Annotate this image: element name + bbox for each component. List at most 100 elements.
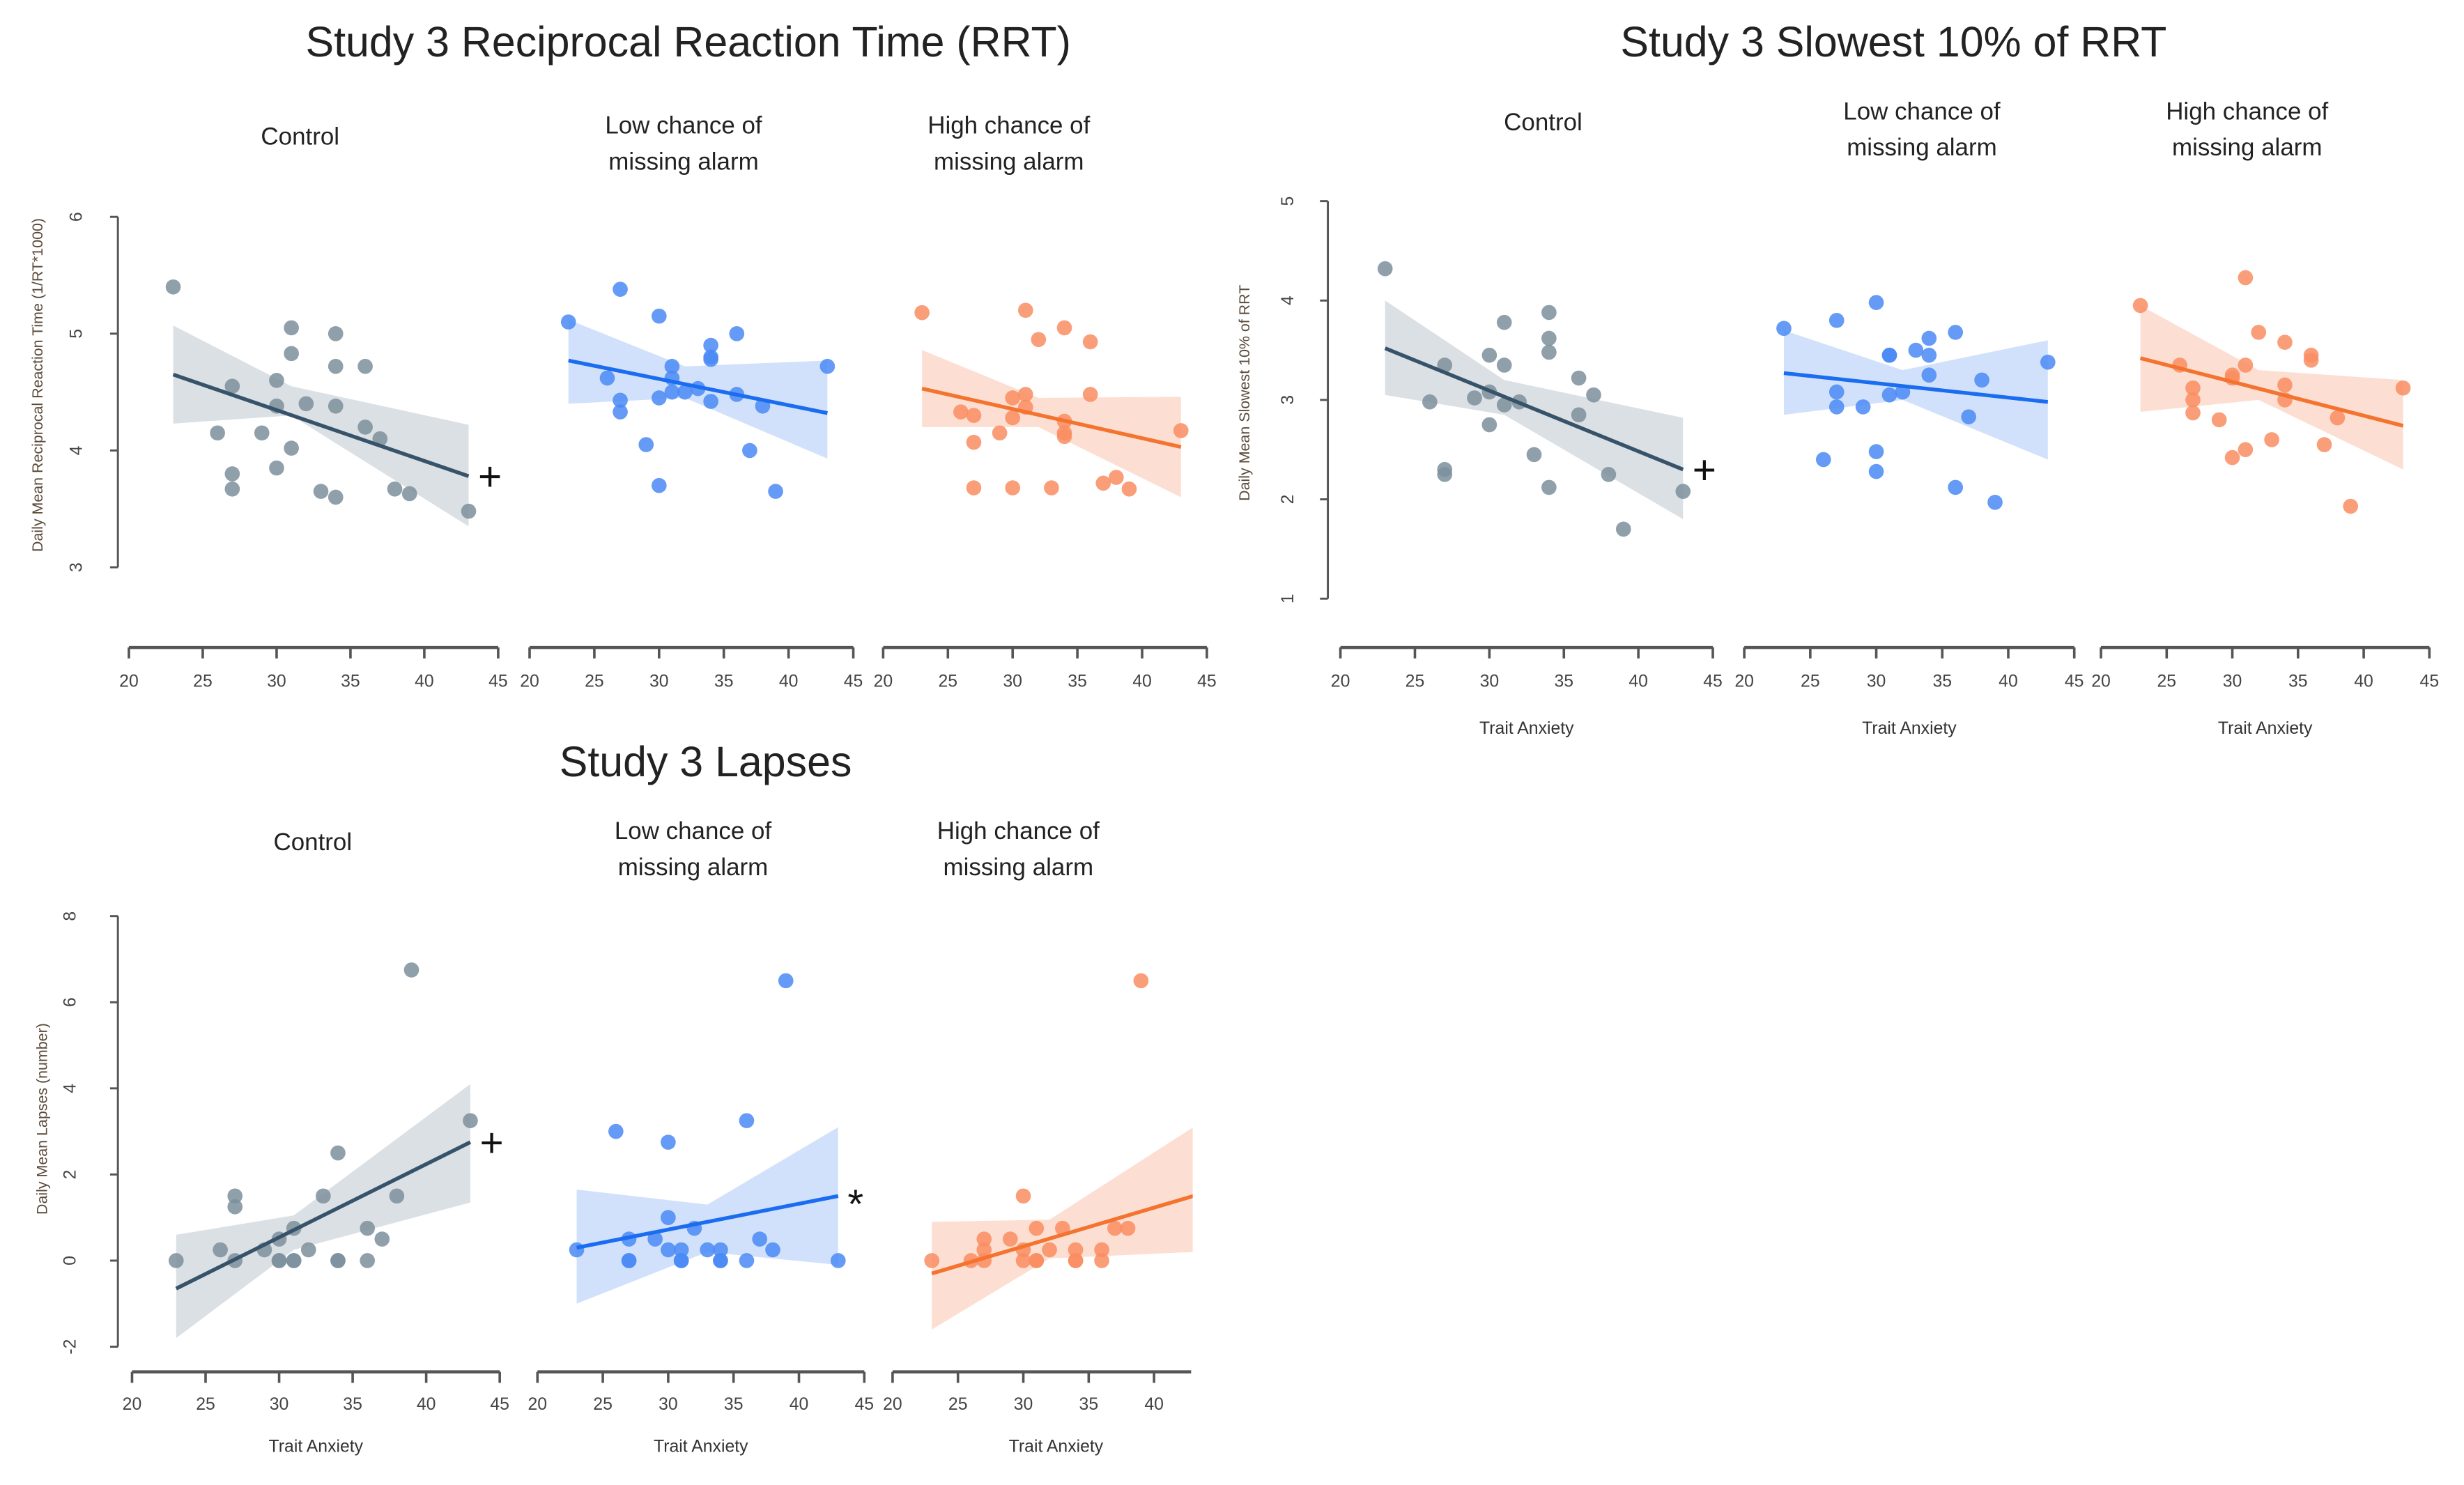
- panel-low-chance-of-missing-alarm: Low chance of missing alarm 20 25 30 35 40 45: [520, 112, 863, 691]
- data-point: [613, 404, 628, 420]
- data-point: [1541, 305, 1557, 321]
- data-point: [1029, 1253, 1045, 1268]
- confidence-band: [176, 1084, 470, 1339]
- data-point: [1921, 367, 1937, 383]
- data-point: [374, 1231, 390, 1247]
- data-point: [1005, 390, 1021, 406]
- significance-marker: +: [1693, 447, 1716, 493]
- data-point: [1094, 1253, 1109, 1268]
- data-point: [953, 404, 969, 420]
- x-tick-label: 45: [2420, 672, 2440, 691]
- data-point: [328, 489, 344, 505]
- x-tick-label: 30: [2223, 672, 2242, 691]
- data-point: [560, 314, 576, 330]
- data-point: [966, 434, 982, 450]
- data-point: [569, 1242, 585, 1258]
- chart-title: Study 3 Lapses: [560, 738, 852, 785]
- y-tick-label: -2: [61, 1339, 79, 1355]
- data-point: [661, 1210, 676, 1226]
- data-point: [2238, 357, 2254, 373]
- data-point: [1467, 390, 1482, 406]
- data-point: [2343, 498, 2359, 514]
- panel-control: Control +20 25 30 35 40 45 Trait Anxiety: [1331, 109, 1723, 738]
- x-tick-label: 35: [1079, 1395, 1099, 1414]
- data-point: [316, 1188, 331, 1204]
- x-tick-label: 35: [1554, 672, 1573, 691]
- data-point: [1615, 521, 1631, 537]
- data-point: [966, 480, 982, 495]
- x-tick-label: 40: [415, 672, 434, 691]
- y-tick-label: 8: [61, 911, 79, 921]
- data-point: [1094, 1242, 1109, 1258]
- data-point: [966, 408, 982, 423]
- chart-title: Study 3 Reciprocal Reaction Time (RRT): [306, 18, 1071, 66]
- data-point: [328, 358, 344, 374]
- regression-line: [931, 1194, 1193, 1276]
- regression-line: [1384, 346, 1684, 472]
- data-point: [213, 1242, 228, 1258]
- x-tick-label: 25: [193, 672, 213, 691]
- panel-title: High chance of: [937, 817, 1100, 845]
- panel-title: High chance of: [2166, 98, 2328, 125]
- data-point: [647, 1231, 663, 1247]
- data-point: [599, 370, 615, 386]
- y-tick-label: 4: [61, 1084, 79, 1093]
- data-point: [1437, 467, 1453, 482]
- data-point: [778, 973, 794, 989]
- x-tick-label: 30: [649, 672, 669, 691]
- data-point: [992, 425, 1008, 441]
- panel-control: Control +20 25 30 35 40 45 Trait Anxiety: [123, 829, 509, 1456]
- data-point: [313, 484, 329, 499]
- x-tick-label: 20: [119, 672, 139, 691]
- data-point: [651, 477, 667, 493]
- x-tick-label: 20: [1734, 672, 1754, 691]
- x-tick-label: 30: [1014, 1395, 1033, 1414]
- x-tick-label: 30: [1480, 672, 1500, 691]
- data-point: [284, 346, 299, 362]
- data-point: [1121, 481, 1137, 497]
- panel-title: Low chance of: [615, 817, 772, 845]
- data-point: [1828, 384, 1845, 400]
- x-tick-label: 20: [883, 1395, 902, 1414]
- y-tick-label: 1: [1279, 594, 1298, 603]
- panel-high-chance-of-missing-alarm: High chance of missing alarm 20 25 30 35 40 45: [874, 112, 1217, 691]
- panel-low-chance-of-missing-alarm: Low chance of missing alarm * 20 25 30 35 40 45 T…: [528, 817, 874, 1456]
- significance-marker: +: [478, 454, 502, 500]
- data-point: [1029, 1220, 1045, 1236]
- significance-marker: +: [479, 1120, 503, 1165]
- x-tick-label: 45: [2065, 672, 2084, 691]
- y-tick-label: 2: [61, 1170, 79, 1180]
- x-tick-label: 25: [593, 1395, 613, 1414]
- data-point: [1815, 452, 1831, 468]
- panel-title: High chance of: [927, 112, 1090, 139]
- x-tick-label: 40: [1132, 672, 1152, 691]
- data-point: [1881, 347, 1897, 363]
- data-point: [254, 425, 270, 441]
- data-point: [165, 279, 181, 295]
- regression-line: [576, 1194, 839, 1250]
- data-point: [621, 1253, 637, 1268]
- data-point: [1056, 429, 1072, 445]
- data-point: [664, 384, 680, 400]
- x-tick-label: 30: [1867, 672, 1886, 691]
- x-tick-label: 40: [1144, 1395, 1164, 1414]
- data-point: [1002, 1231, 1018, 1247]
- data-point: [1481, 347, 1497, 363]
- data-point: [389, 1188, 405, 1204]
- regression-line: [175, 1140, 472, 1291]
- data-point: [300, 1242, 316, 1258]
- significance-marker: *: [847, 1182, 863, 1227]
- data-point: [613, 392, 628, 408]
- plot-area: [2132, 270, 2411, 514]
- data-point: [1095, 475, 1111, 491]
- data-point: [2040, 354, 2056, 370]
- data-point: [2330, 410, 2346, 426]
- x-tick-label: 25: [1406, 672, 1425, 691]
- data-point: [1005, 480, 1021, 495]
- data-point: [1107, 1220, 1123, 1236]
- data-point: [2251, 325, 2267, 340]
- x-axis-label: Trait Anxiety: [269, 1438, 364, 1456]
- data-point: [1044, 480, 1059, 495]
- data-point: [1120, 1220, 1136, 1236]
